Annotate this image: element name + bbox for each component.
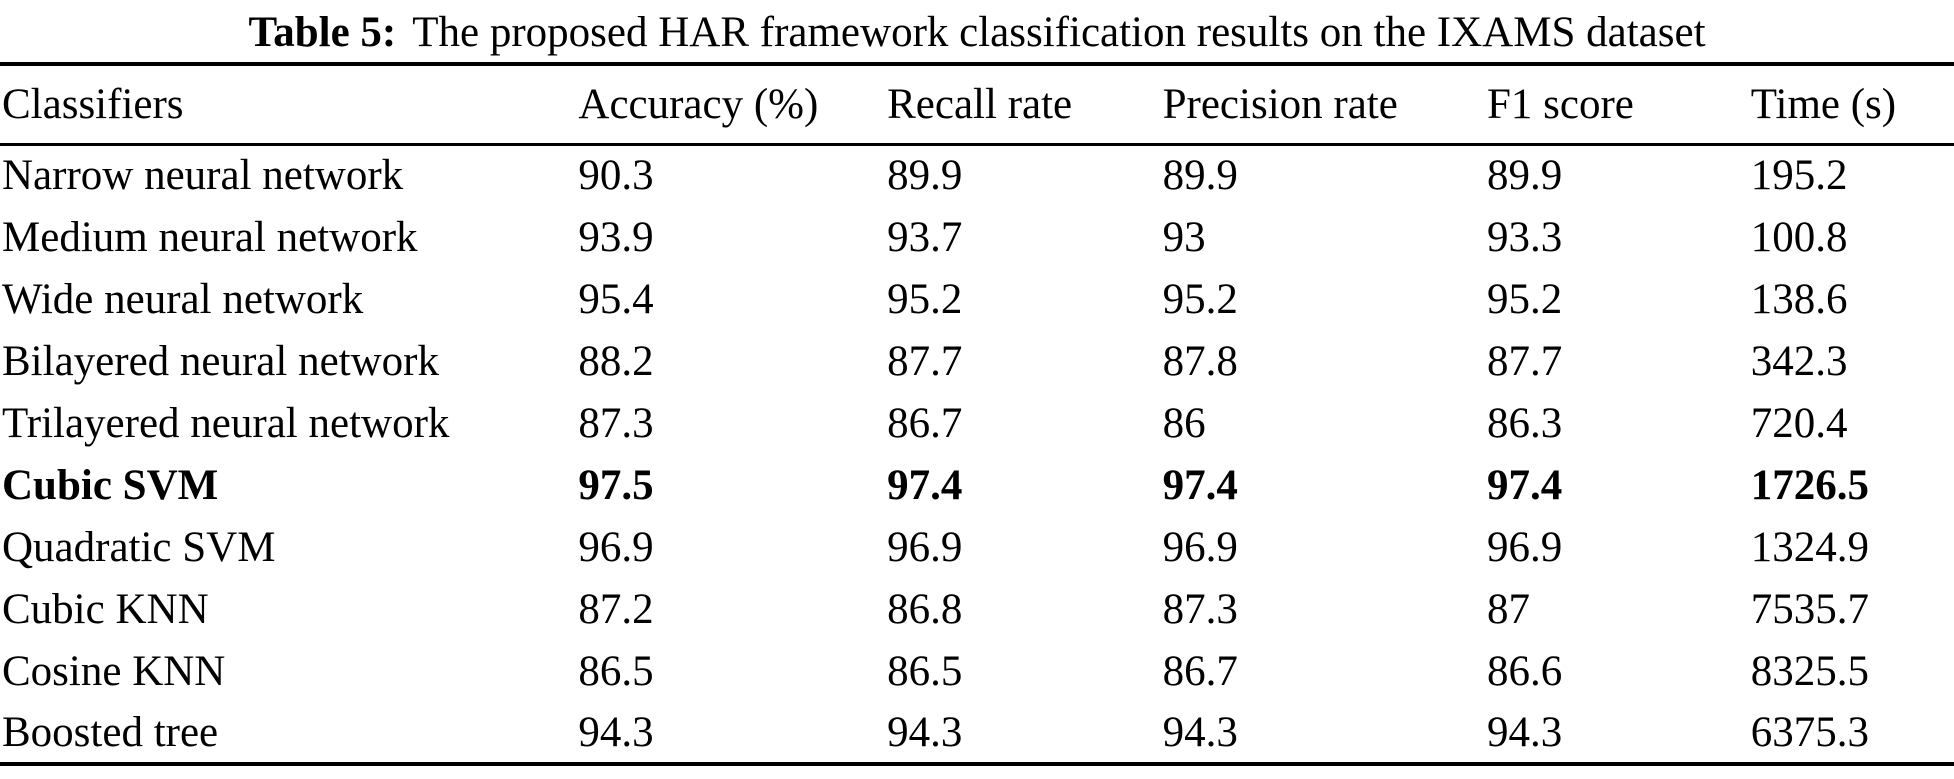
cell-recall: 89.9 <box>887 152 963 200</box>
cell-precision: 94.3 <box>1162 708 1238 756</box>
cell-time: 6375.3 <box>1750 708 1869 756</box>
cell-time: 720.4 <box>1750 399 1848 447</box>
header-row: Classifiers Accuracy (%) Recall rate Pre… <box>0 64 1954 146</box>
cell-classifier: Cubic SVM <box>2 461 219 509</box>
cell-accuracy: 90.3 <box>578 152 654 200</box>
cell-recall: 97.4 <box>887 461 963 509</box>
cell-precision: 97.4 <box>1162 461 1238 509</box>
cell-f1: 89.9 <box>1486 152 1563 200</box>
cell-f1: 93.3 <box>1486 213 1563 261</box>
cell-accuracy: 87.3 <box>578 399 654 447</box>
table-row: Medium neural network 93.9 93.7 93 93.3 … <box>0 206 1954 268</box>
cell-precision: 89.9 <box>1162 152 1238 200</box>
cell-time: 7535.7 <box>1750 585 1869 633</box>
table-caption-label: Table 5: <box>248 9 397 56</box>
table-row: Narrow neural network 90.3 89.9 89.9 89.… <box>0 144 1954 206</box>
cell-f1: 96.9 <box>1486 523 1563 571</box>
cell-accuracy: 95.4 <box>578 275 654 323</box>
cell-f1: 86.6 <box>1486 647 1563 695</box>
table-row: Bilayered neural network 88.2 87.7 87.8 … <box>0 330 1954 392</box>
cell-recall: 86.8 <box>887 585 963 633</box>
cell-f1: 87.7 <box>1486 337 1563 385</box>
cell-time: 100.8 <box>1750 213 1848 261</box>
column-header-precision: Precision rate <box>1162 64 1487 146</box>
cell-classifier: Narrow neural network <box>2 152 404 200</box>
cell-precision: 95.2 <box>1162 275 1238 323</box>
cell-time: 342.3 <box>1750 337 1848 385</box>
cell-accuracy: 93.9 <box>578 213 654 261</box>
cell-accuracy: 87.2 <box>578 585 654 633</box>
cell-classifier: Trilayered neural network <box>2 399 450 447</box>
cell-classifier: Wide neural network <box>2 275 364 323</box>
cell-recall: 94.3 <box>887 708 963 756</box>
cell-accuracy: 97.5 <box>578 461 654 509</box>
column-header-f1: F1 score <box>1486 64 1751 146</box>
cell-precision: 96.9 <box>1162 523 1238 571</box>
table-row: Cosine KNN 86.5 86.5 86.7 86.6 8325.5 <box>0 640 1954 702</box>
cell-classifier: Quadratic SVM <box>2 523 276 571</box>
cell-f1: 87 <box>1486 585 1530 633</box>
cell-f1: 95.2 <box>1486 275 1563 323</box>
column-header-time: Time (s) <box>1750 64 1954 146</box>
table-row: Cubic SVM 97.5 97.4 97.4 97.4 1726.5 <box>0 454 1954 516</box>
cell-time: 138.6 <box>1750 275 1848 323</box>
column-header-recall: Recall rate <box>887 64 1163 146</box>
cell-classifier: Boosted tree <box>2 708 219 756</box>
cell-recall: 95.2 <box>887 275 963 323</box>
table-row: Wide neural network 95.4 95.2 95.2 95.2 … <box>0 268 1954 330</box>
cell-recall: 87.7 <box>887 337 963 385</box>
cell-classifier: Cubic KNN <box>2 585 209 633</box>
cell-accuracy: 88.2 <box>578 337 654 385</box>
cell-time: 1726.5 <box>1750 461 1869 509</box>
cell-recall: 86.5 <box>887 647 963 695</box>
cell-classifier: Bilayered neural network <box>2 337 439 385</box>
table-caption-text: The proposed HAR framework classificatio… <box>412 9 1706 56</box>
cell-time: 195.2 <box>1750 152 1848 200</box>
cell-f1: 86.3 <box>1486 399 1563 447</box>
table-row: Trilayered neural network 87.3 86.7 86 8… <box>0 392 1954 454</box>
cell-accuracy: 96.9 <box>578 523 654 571</box>
cell-accuracy: 86.5 <box>578 647 654 695</box>
table-body: Narrow neural network 90.3 89.9 89.9 89.… <box>0 144 1954 764</box>
table-row: Quadratic SVM 96.9 96.9 96.9 96.9 1324.9 <box>0 516 1954 578</box>
cell-precision: 86.7 <box>1162 647 1238 695</box>
cell-f1: 97.4 <box>1486 461 1563 509</box>
table-row: Cubic KNN 87.2 86.8 87.3 87 7535.7 <box>0 578 1954 640</box>
cell-recall: 93.7 <box>887 213 963 261</box>
cell-precision: 86 <box>1162 399 1206 447</box>
column-header-accuracy: Accuracy (%) <box>578 64 888 146</box>
cell-classifier: Medium neural network <box>2 213 418 261</box>
cell-f1: 94.3 <box>1486 708 1563 756</box>
cell-recall: 86.7 <box>887 399 963 447</box>
cell-accuracy: 94.3 <box>578 708 654 756</box>
table-caption: Table 5: The proposed HAR framework class… <box>0 0 1954 62</box>
table-row: Boosted tree 94.3 94.3 94.3 94.3 6375.3 <box>0 702 1954 764</box>
cell-precision: 87.8 <box>1162 337 1238 385</box>
results-table: Classifiers Accuracy (%) Recall rate Pre… <box>0 62 1954 766</box>
cell-time: 8325.5 <box>1750 647 1869 695</box>
cell-time: 1324.9 <box>1750 523 1869 571</box>
cell-precision: 93 <box>1162 213 1206 261</box>
cell-recall: 96.9 <box>887 523 963 571</box>
cell-classifier: Cosine KNN <box>2 647 226 695</box>
column-header-classifiers: Classifiers <box>0 64 579 146</box>
cell-precision: 87.3 <box>1162 585 1238 633</box>
